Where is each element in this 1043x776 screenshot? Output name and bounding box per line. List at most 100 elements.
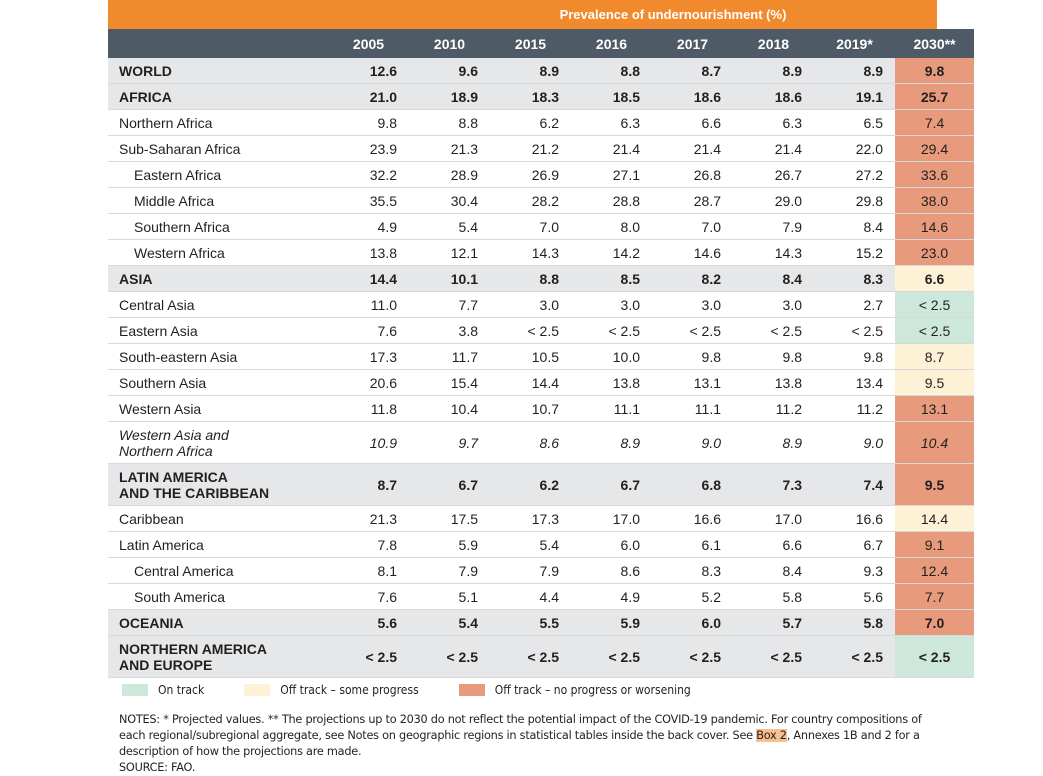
projection-cell: 7.7 bbox=[895, 583, 974, 610]
column-header: 2005 bbox=[328, 29, 409, 58]
projection-cell: 9.5 bbox=[895, 369, 974, 396]
table-cell: 6.7 bbox=[571, 463, 652, 506]
table-cell: 5.4 bbox=[409, 609, 490, 636]
column-header: 2017 bbox=[652, 29, 733, 58]
table-cell: 3.0 bbox=[733, 291, 814, 318]
header-band: Prevalence of undernourishment (%) bbox=[108, 0, 937, 29]
table-cell: 8.9 bbox=[814, 58, 895, 84]
table-cell: 18.5 bbox=[571, 83, 652, 110]
row-label: South-eastern Asia bbox=[108, 343, 328, 370]
table-cell: 2.7 bbox=[814, 291, 895, 318]
table-row: Latin America 7.8 5.9 5.4 6.0 6.1 6.6 6.… bbox=[108, 531, 974, 558]
table-row: NORTHERN AMERICA AND EUROPE < 2.5 < 2.5 <… bbox=[108, 635, 974, 678]
table-row: ASIA 14.4 10.1 8.8 8.5 8.2 8.4 8.3 6.6 bbox=[108, 265, 974, 292]
projection-cell: 7.4 bbox=[895, 109, 974, 136]
table-cell: 14.4 bbox=[328, 265, 409, 292]
table-cell: 12.1 bbox=[409, 239, 490, 266]
table-cell: 7.9 bbox=[733, 213, 814, 240]
table-cell: 26.7 bbox=[733, 161, 814, 188]
table-cell: 9.7 bbox=[409, 421, 490, 464]
source-text: SOURCE: FAO. bbox=[119, 761, 196, 774]
legend-swatch bbox=[122, 684, 148, 696]
table-cell: 13.8 bbox=[733, 369, 814, 396]
row-label: Eastern Asia bbox=[108, 317, 328, 344]
legend: On track Off track – some progress Off t… bbox=[122, 683, 731, 697]
projection-cell: 12.4 bbox=[895, 557, 974, 584]
table-cell: 18.6 bbox=[652, 83, 733, 110]
table-cell: 5.4 bbox=[409, 213, 490, 240]
table-cell: < 2.5 bbox=[652, 317, 733, 344]
table-cell: 5.4 bbox=[490, 531, 571, 558]
table-cell: 6.3 bbox=[571, 109, 652, 136]
table-cell: 9.6 bbox=[409, 58, 490, 84]
table-cell: 7.9 bbox=[490, 557, 571, 584]
table-cell: 10.0 bbox=[571, 343, 652, 370]
table-cell: 17.0 bbox=[733, 505, 814, 532]
row-label: Latin America bbox=[108, 531, 328, 558]
table-cell: 6.1 bbox=[652, 531, 733, 558]
table-cell: 27.1 bbox=[571, 161, 652, 188]
table-cell: 5.7 bbox=[733, 609, 814, 636]
table-cell: 21.3 bbox=[409, 135, 490, 162]
table-cell: 18.6 bbox=[733, 83, 814, 110]
table-cell: 9.8 bbox=[652, 343, 733, 370]
table-cell: 8.3 bbox=[652, 557, 733, 584]
column-header: 2030** bbox=[895, 29, 974, 58]
row-label: Western Africa bbox=[108, 239, 328, 266]
table-cell: 8.6 bbox=[490, 421, 571, 464]
table-cell: 17.3 bbox=[490, 505, 571, 532]
table-cell: 17.3 bbox=[328, 343, 409, 370]
row-label: Southern Africa bbox=[108, 213, 328, 240]
table-cell: 14.2 bbox=[571, 239, 652, 266]
projection-cell: 25.7 bbox=[895, 83, 974, 110]
row-label: Eastern Africa bbox=[108, 161, 328, 188]
table-cell: 13.8 bbox=[328, 239, 409, 266]
table-cell: 7.8 bbox=[328, 531, 409, 558]
legend-item-no-progress: Off track – no progress or worsening bbox=[458, 683, 691, 697]
table-cell: 9.0 bbox=[652, 421, 733, 464]
table-row: South-eastern Asia 17.3 11.7 10.5 10.0 9… bbox=[108, 343, 974, 370]
table-cell: 9.8 bbox=[733, 343, 814, 370]
projection-cell: 14.4 bbox=[895, 505, 974, 532]
table-cell: 13.4 bbox=[814, 369, 895, 396]
table-cell: 7.4 bbox=[814, 463, 895, 506]
table-cell: 8.9 bbox=[733, 58, 814, 84]
column-header-region bbox=[108, 29, 328, 58]
table-cell: 9.8 bbox=[328, 109, 409, 136]
row-label: Caribbean bbox=[108, 505, 328, 532]
projection-cell: 9.1 bbox=[895, 531, 974, 558]
column-header-row: 2005 2010 2015 2016 2017 2018 2019* 2030… bbox=[108, 29, 974, 58]
table-cell: 11.2 bbox=[733, 395, 814, 422]
table-cell: 21.0 bbox=[328, 83, 409, 110]
table-cell: 21.4 bbox=[571, 135, 652, 162]
table-cell: 6.0 bbox=[652, 609, 733, 636]
table-row: Central America 8.1 7.9 7.9 8.6 8.3 8.4 … bbox=[108, 557, 974, 584]
table-cell: 13.8 bbox=[571, 369, 652, 396]
table-cell: 10.7 bbox=[490, 395, 571, 422]
table-row: LATIN AMERICA AND THE CARIBBEAN 8.7 6.7 6… bbox=[108, 463, 974, 506]
table-cell: 6.8 bbox=[652, 463, 733, 506]
table-cell: 8.2 bbox=[652, 265, 733, 292]
table-cell: 18.3 bbox=[490, 83, 571, 110]
legend-label: Off track – no progress or worsening bbox=[494, 683, 691, 697]
table-cell: 26.9 bbox=[490, 161, 571, 188]
row-label: WORLD bbox=[108, 58, 328, 84]
notes-text: , Annexes 1B and 2 for a description of … bbox=[119, 729, 920, 758]
table-cell: 14.6 bbox=[652, 239, 733, 266]
table-cell: 9.8 bbox=[814, 343, 895, 370]
table-cell: 11.2 bbox=[814, 395, 895, 422]
column-header: 2019* bbox=[814, 29, 895, 58]
row-label: South America bbox=[108, 583, 328, 610]
table-cell: 9.3 bbox=[814, 557, 895, 584]
table-cell: 21.3 bbox=[328, 505, 409, 532]
table-cell: 10.9 bbox=[328, 421, 409, 464]
row-label-line: NORTHERN AMERICA bbox=[119, 640, 268, 657]
box-2-link[interactable]: Box 2 bbox=[756, 729, 787, 742]
table-cell: 8.9 bbox=[490, 58, 571, 84]
table-cell: 14.3 bbox=[733, 239, 814, 266]
table-cell: 12.6 bbox=[328, 58, 409, 84]
legend-item-some-progress: Off track – some progress bbox=[244, 683, 419, 697]
table-cell: 28.9 bbox=[409, 161, 490, 188]
legend-swatch bbox=[244, 684, 271, 696]
table-cell: 6.0 bbox=[571, 531, 652, 558]
